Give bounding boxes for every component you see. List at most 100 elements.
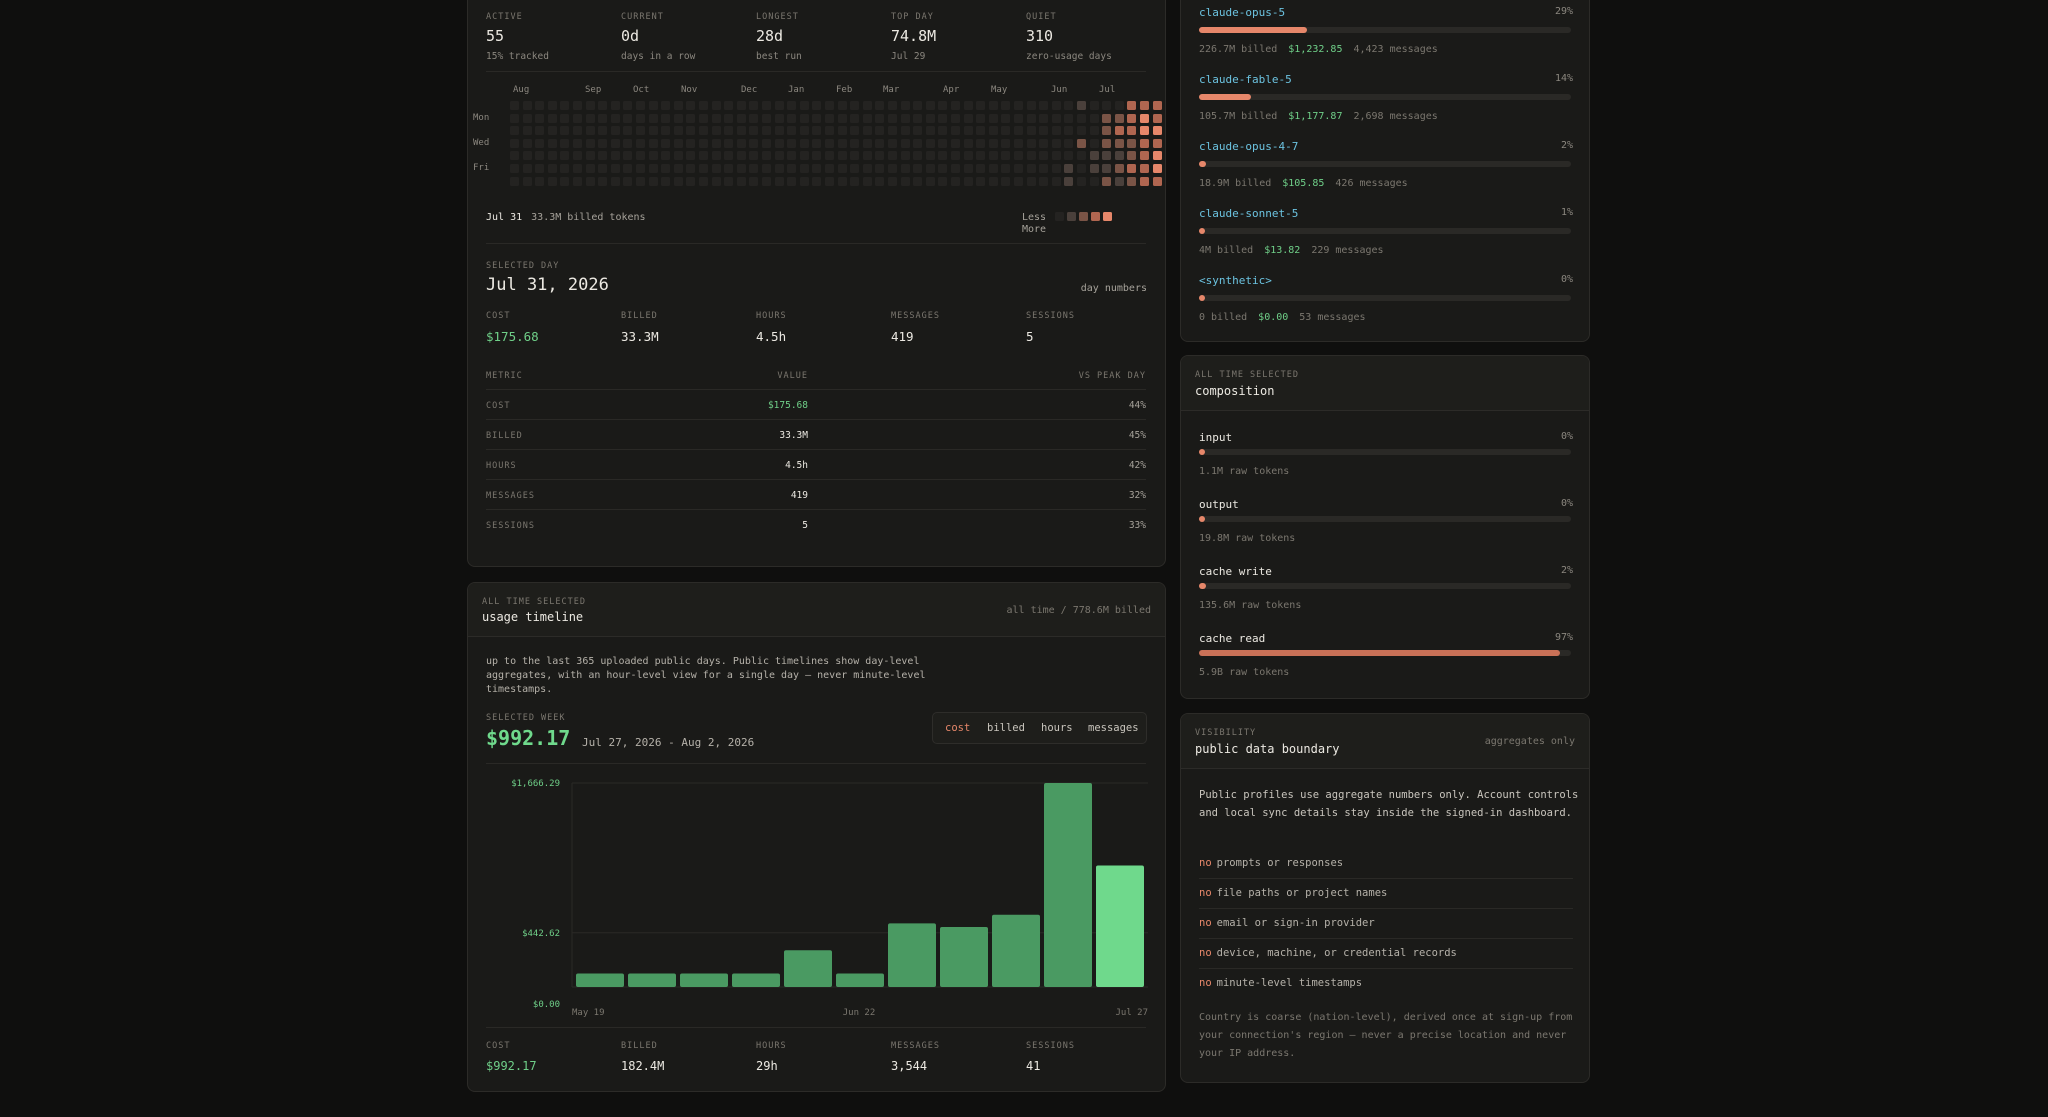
heatmap-cell[interactable] <box>636 126 645 136</box>
heatmap-cell[interactable] <box>1026 113 1036 123</box>
heatmap-cell[interactable] <box>711 113 721 123</box>
heatmap-cell[interactable] <box>522 151 532 161</box>
heatmap-cell[interactable] <box>938 164 948 173</box>
heatmap-cell[interactable] <box>636 138 645 148</box>
heatmap-cell[interactable] <box>812 101 822 110</box>
heatmap-cell[interactable] <box>1039 176 1049 186</box>
heatmap-cell[interactable] <box>825 176 834 186</box>
heatmap-cell[interactable] <box>812 151 822 161</box>
heatmap-cell[interactable] <box>787 138 797 148</box>
heatmap-cell[interactable] <box>799 176 809 186</box>
heatmap-cell[interactable] <box>1014 164 1023 173</box>
heatmap-cell[interactable] <box>1089 151 1099 161</box>
heatmap-cell[interactable] <box>825 138 834 148</box>
heatmap-cell[interactable] <box>547 176 557 186</box>
heatmap-cell[interactable] <box>1026 101 1036 110</box>
heatmap-cell[interactable] <box>825 151 834 161</box>
heatmap-cell[interactable] <box>699 126 708 136</box>
heatmap-cell[interactable] <box>1089 176 1099 186</box>
heatmap-cell[interactable] <box>1140 101 1149 110</box>
heatmap-cell[interactable] <box>585 101 595 110</box>
heatmap-cell[interactable] <box>774 164 784 173</box>
heatmap-cell[interactable] <box>1165 126 1166 135</box>
heatmap-cell[interactable] <box>661 176 671 186</box>
heatmap-cell[interactable] <box>913 151 923 161</box>
heatmap-cell[interactable] <box>1152 126 1162 136</box>
heatmap-cell[interactable] <box>749 151 759 161</box>
heatmap-cell[interactable] <box>560 113 570 123</box>
heatmap-cell[interactable] <box>976 151 986 161</box>
heatmap-cell[interactable] <box>875 113 885 123</box>
heatmap-cell[interactable] <box>636 164 645 173</box>
heatmap-cell[interactable] <box>736 164 746 173</box>
heatmap-cell[interactable] <box>585 126 595 136</box>
heatmap-cell[interactable] <box>825 101 834 110</box>
heatmap-cell[interactable] <box>699 138 708 148</box>
heatmap-cell[interactable] <box>951 126 960 136</box>
heatmap-cell[interactable] <box>585 151 595 161</box>
heatmap-cell[interactable] <box>522 101 532 110</box>
heatmap-cell[interactable] <box>1077 164 1086 173</box>
heatmap-cell[interactable] <box>837 126 847 136</box>
heatmap-cell[interactable] <box>1165 164 1166 173</box>
heatmap-cell[interactable] <box>951 151 960 161</box>
heatmap-cell[interactable] <box>673 151 683 161</box>
heatmap-cell[interactable] <box>610 138 620 148</box>
heatmap-cell[interactable] <box>812 138 822 148</box>
heatmap-cell[interactable] <box>787 164 797 173</box>
heatmap-cell[interactable] <box>598 176 608 186</box>
heatmap-cell[interactable] <box>888 164 897 173</box>
heatmap-cell[interactable] <box>837 151 847 161</box>
heatmap-cell[interactable] <box>699 151 708 161</box>
heatmap-cell[interactable] <box>1127 101 1137 110</box>
heatmap-cell[interactable] <box>913 101 923 110</box>
heatmap-cell[interactable] <box>1026 176 1036 186</box>
heatmap-cell[interactable] <box>1089 113 1099 123</box>
heatmap-cell[interactable] <box>787 126 797 136</box>
heatmap-cell[interactable] <box>837 101 847 110</box>
chart-bar[interactable] <box>680 973 728 987</box>
heatmap-cell[interactable] <box>875 138 885 148</box>
heatmap-cell[interactable] <box>636 101 645 110</box>
heatmap-cell[interactable] <box>673 113 683 123</box>
heatmap-cell[interactable] <box>673 164 683 173</box>
heatmap-cell[interactable] <box>573 113 582 123</box>
heatmap-cell[interactable] <box>988 176 998 186</box>
heatmap-cell[interactable] <box>1001 151 1011 161</box>
heatmap-cell[interactable] <box>774 176 784 186</box>
heatmap-cell[interactable] <box>1089 126 1099 136</box>
heatmap-cell[interactable] <box>699 164 708 173</box>
heatmap-cell[interactable] <box>1064 151 1074 161</box>
heatmap-cell[interactable] <box>938 126 948 136</box>
heatmap-cell[interactable] <box>510 138 519 148</box>
heatmap-cell[interactable] <box>762 113 771 123</box>
heatmap-cell[interactable] <box>825 113 834 123</box>
heatmap-cell[interactable] <box>1064 113 1074 123</box>
heatmap-cell[interactable] <box>522 113 532 123</box>
heatmap-cell[interactable] <box>724 151 734 161</box>
heatmap-cell[interactable] <box>938 176 948 186</box>
heatmap-cell[interactable] <box>1165 114 1166 123</box>
heatmap-cell[interactable] <box>736 101 746 110</box>
heatmap-cell[interactable] <box>988 164 998 173</box>
heatmap-cell[interactable] <box>1102 151 1112 161</box>
heatmap-cell[interactable] <box>1051 126 1061 136</box>
heatmap-cell[interactable] <box>799 151 809 161</box>
heatmap-cell[interactable] <box>560 101 570 110</box>
heatmap-cell[interactable] <box>522 164 532 173</box>
chart-bar[interactable] <box>732 973 780 987</box>
heatmap-cell[interactable] <box>711 138 721 148</box>
heatmap-cell[interactable] <box>837 113 847 123</box>
model-row[interactable]: claude-fable-5 14% 105.7M billed $1,177.87 2… <box>1199 73 1573 133</box>
heatmap-cell[interactable] <box>535 101 545 110</box>
heatmap-cell[interactable] <box>774 113 784 123</box>
heatmap-cell[interactable] <box>1140 164 1149 173</box>
heatmap-cell[interactable] <box>925 101 935 110</box>
heatmap-cell[interactable] <box>686 138 696 148</box>
heatmap-cell[interactable] <box>636 176 645 186</box>
heatmap-cell[interactable] <box>963 164 973 173</box>
heatmap-cell[interactable] <box>699 176 708 186</box>
heatmap-cell[interactable] <box>686 164 696 173</box>
heatmap-cell[interactable] <box>1140 176 1149 186</box>
heatmap-cell[interactable] <box>951 176 960 186</box>
